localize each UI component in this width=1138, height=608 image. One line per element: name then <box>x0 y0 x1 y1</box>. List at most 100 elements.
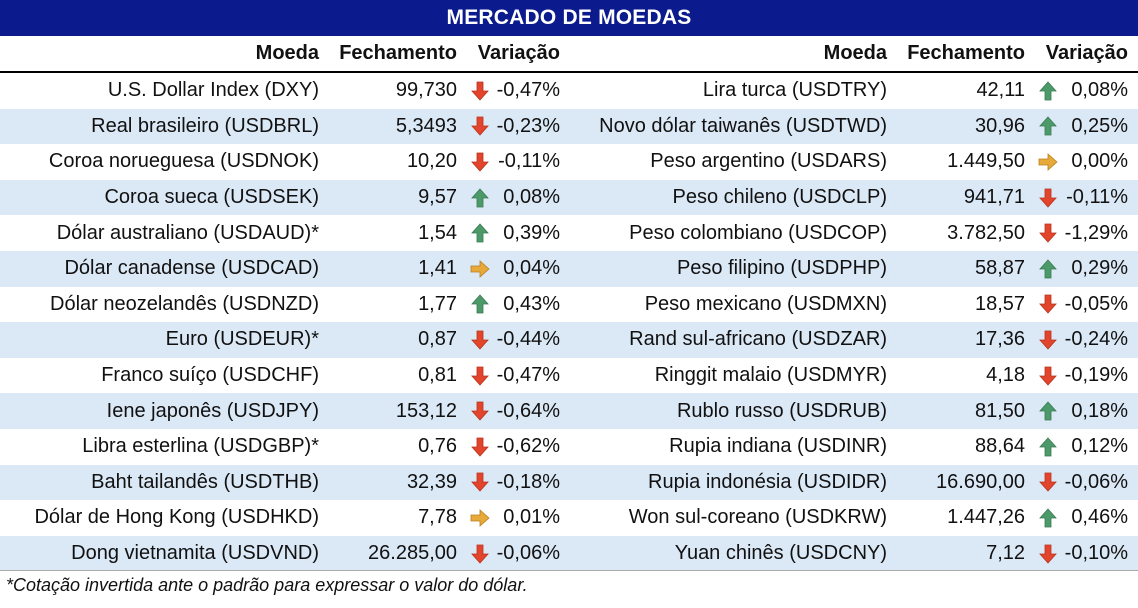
closing-value: 9,57 <box>325 179 465 216</box>
table-row: Dólar neozelandês (USDNZD) 1,77 0,43% Peso … <box>0 287 1138 323</box>
arrow-down-icon <box>1033 535 1064 572</box>
currency-name: Coroa norueguesa (USDNOK) <box>48 150 319 173</box>
table-row: Coroa sueca (USDSEK) 9,57 0,08% Peso chilen… <box>0 179 1138 216</box>
arrow-right-icon <box>465 500 495 536</box>
currency-name: Peso chileno (USDCLP) <box>570 179 894 216</box>
change-value: -0,47% <box>496 79 561 102</box>
currency-name: Iene japonês (USDJPY) <box>0 393 325 429</box>
closing-value: 4,18 <box>986 364 1026 387</box>
table-row: Euro (USDEUR)* 0,87 -0,44% Rand sul-african… <box>0 322 1138 358</box>
closing-value: 17,36 <box>893 322 1034 358</box>
change-value: 0,18% <box>1063 393 1138 429</box>
arrow-up-icon <box>1033 429 1063 465</box>
change-value: 0,46% <box>1071 506 1129 529</box>
closing-value: 0,76 <box>418 435 457 458</box>
closing-value: 26.285,00 <box>325 535 465 572</box>
currency-name: Yuan chinês (USDCNY) <box>570 535 894 572</box>
currency-name: Peso filipino (USDPHP) <box>570 250 894 287</box>
arrow-up-icon <box>465 215 495 251</box>
change-value: -0,11% <box>498 150 561 173</box>
closing-value: 42,11 <box>976 79 1026 102</box>
currency-name: Franco suíço (USDCHF) <box>101 364 319 387</box>
arrow-down-icon <box>465 322 495 358</box>
change-value: -0,19% <box>1064 364 1129 387</box>
arrow-up-icon <box>1033 250 1064 287</box>
currency-name: Dong vietnamita (USDVND) <box>0 535 325 572</box>
table-bottom-rule <box>0 570 1138 571</box>
table-row: Coroa norueguesa (USDNOK) 10,20 -0,11% Peso… <box>0 144 1138 180</box>
arrow-down-icon <box>465 72 495 109</box>
change-value: 0,25% <box>1063 108 1138 145</box>
closing-value: 81,50 <box>893 393 1034 429</box>
change-value: -0,10% <box>1063 535 1138 572</box>
currency-name: Won sul-coreano (USDKRW) <box>628 506 888 529</box>
change-value: 0,01% <box>503 506 561 529</box>
currency-name: Novo dólar taiwanês (USDTWD) <box>570 108 894 145</box>
closing-value: 10,20 <box>406 150 457 173</box>
currency-name: Dólar australiano (USDAUD)* <box>56 221 319 244</box>
table-row: Dólar australiano (USDAUD)* 1,54 0,39% Peso… <box>0 215 1138 251</box>
currency-name: Dólar neozelandês (USDNZD) <box>50 292 319 315</box>
closing-value: 18,57 <box>974 292 1026 315</box>
change-value: -0,44% <box>495 322 571 358</box>
currency-name: Euro (USDEUR)* <box>0 322 325 358</box>
closing-value: 16.690,00 <box>893 464 1034 501</box>
header-fechamento-left: Fechamento <box>325 36 465 73</box>
arrow-down-icon <box>1033 358 1063 394</box>
change-value: -0,23% <box>495 108 571 145</box>
arrow-up-icon <box>465 287 495 323</box>
closing-value: 3.782,50 <box>947 221 1026 244</box>
table-header-row: Moeda Fechamento Variação Moeda Fechamen… <box>0 36 1138 73</box>
table-row: Dólar de Hong Kong (USDHKD) 7,78 0,01% Won … <box>0 500 1138 536</box>
arrow-down-icon <box>465 144 495 180</box>
change-value: -1,29% <box>1064 221 1129 244</box>
arrow-up-icon <box>465 179 495 216</box>
currency-name: Real brasileiro (USDBRL) <box>0 108 325 145</box>
arrow-up-icon <box>1033 72 1063 109</box>
currency-name: Dólar canadense (USDCAD) <box>0 250 325 287</box>
header-variacao-right: Variação <box>1033 36 1138 73</box>
closing-value: 0,87 <box>325 322 465 358</box>
closing-value: 30,96 <box>893 108 1034 145</box>
change-value: -0,24% <box>1063 322 1138 358</box>
change-value: -0,05% <box>1064 292 1129 315</box>
change-value: 0,08% <box>1071 79 1129 102</box>
table-row: Franco suíço (USDCHF) 0,81 -0,47% Ringgit m… <box>0 358 1138 394</box>
arrow-down-icon <box>465 535 495 572</box>
currency-name: Rand sul-africano (USDZAR) <box>570 322 894 358</box>
change-value: 0,29% <box>1063 250 1138 287</box>
closing-value: 99,730 <box>395 79 457 102</box>
header-moeda-right: Moeda <box>570 36 894 73</box>
closing-value: 1.449,50 <box>947 150 1026 173</box>
header-fechamento-right: Fechamento <box>893 36 1034 73</box>
currency-name: Baht tailandês (USDTHB) <box>0 464 325 501</box>
arrow-down-icon <box>1033 215 1063 251</box>
closing-value: 5,3493 <box>325 108 465 145</box>
closing-value: 1,77 <box>418 292 457 315</box>
change-value: 0,00% <box>1071 150 1129 173</box>
currency-name: Libra esterlina (USDGBP)* <box>82 435 319 458</box>
currency-name: Rublo russo (USDRUB) <box>570 393 894 429</box>
header-variacao-left: Variação <box>465 36 571 73</box>
table-row: Libra esterlina (USDGBP)* 0,76 -0,62% Rupia… <box>0 429 1138 465</box>
table-row: Dólar canadense (USDCAD) 1,41 0,04% Peso fi… <box>0 250 1138 287</box>
change-value: 0,39% <box>503 221 561 244</box>
arrow-down-icon <box>465 358 495 394</box>
change-value: -0,47% <box>496 364 561 387</box>
page-title: MERCADO DE MOEDAS <box>0 0 1138 36</box>
change-value: -0,18% <box>495 464 571 501</box>
currency-name: Peso argentino (USDARS) <box>650 150 888 173</box>
change-value: -0,64% <box>495 393 571 429</box>
change-value: -0,11% <box>1063 179 1138 216</box>
currency-name: Coroa sueca (USDSEK) <box>0 179 325 216</box>
closing-value: 1,54 <box>418 221 457 244</box>
arrow-down-icon <box>465 464 495 501</box>
arrow-up-icon <box>1033 393 1064 429</box>
currency-name: Rupia indiana (USDINR) <box>669 435 888 458</box>
table-row: Iene japonês (USDJPY) 153,12 -0,64% Rublo r… <box>0 393 1138 429</box>
arrow-down-icon <box>465 393 495 429</box>
arrow-down-icon <box>1033 287 1063 323</box>
footnote: *Cotação invertida ante o padrão para ex… <box>6 575 528 595</box>
closing-value: 0,81 <box>418 364 457 387</box>
change-value: 0,04% <box>495 250 571 287</box>
